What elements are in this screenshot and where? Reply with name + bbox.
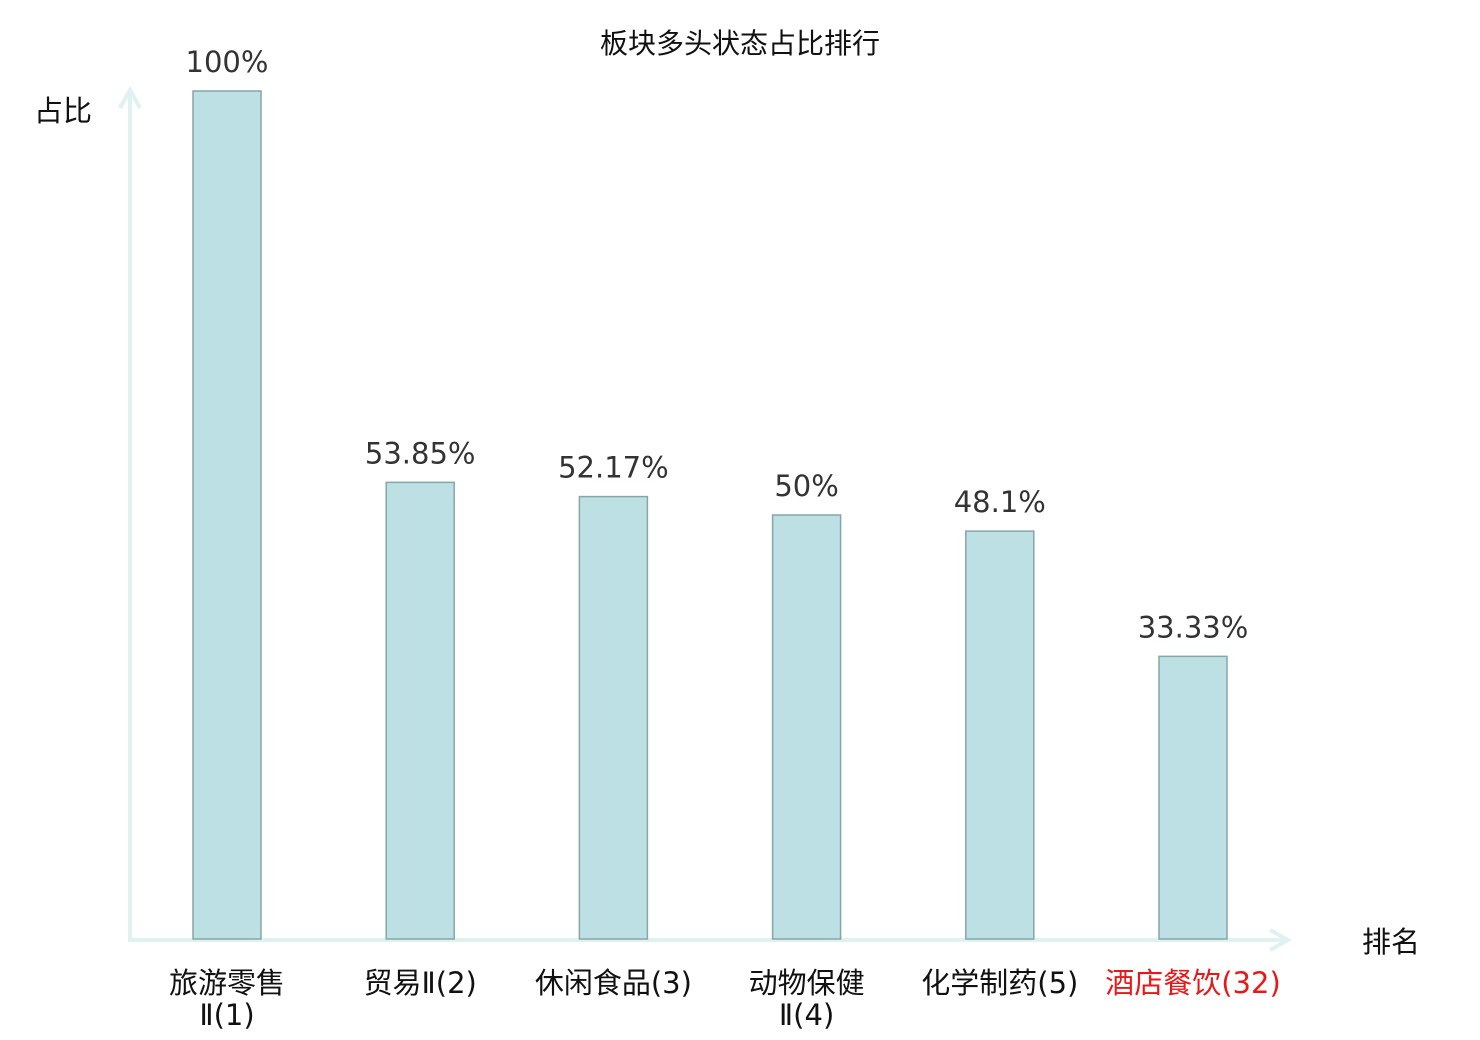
y-axis-label: 占比 (34, 94, 92, 128)
value-label: 52.17% (558, 451, 669, 485)
bar (578, 495, 649, 940)
axes (118, 85, 1293, 952)
bar (1158, 655, 1228, 940)
bar (771, 514, 842, 940)
x-tick-label: 酒店餐饮(32) (1105, 966, 1281, 1000)
x-tick-label: 化学制药(5) (921, 966, 1078, 1000)
value-label: 53.85% (365, 436, 476, 470)
x-tick-label: 贸易Ⅱ(2) (364, 966, 477, 1000)
value-label: 100% (186, 45, 269, 79)
x-axis-label: 排名 (1362, 925, 1420, 959)
bar (192, 90, 262, 940)
value-label: 50% (774, 469, 838, 503)
x-axis-arrow-icon (1269, 928, 1293, 952)
bar (385, 481, 455, 940)
x-tick-label: 休闲食品(3) (535, 966, 692, 1000)
x-tick-label: 动物保健 Ⅱ(4) (749, 966, 865, 1032)
value-label: 48.1% (954, 485, 1046, 519)
value-label: 33.33% (1138, 610, 1249, 644)
y-axis-arrow-icon (118, 85, 142, 109)
chart-title: 板块多头状态占比排行 (600, 27, 880, 60)
bar (965, 530, 1035, 940)
x-tick-label: 旅游零售 Ⅱ(1) (169, 966, 285, 1032)
